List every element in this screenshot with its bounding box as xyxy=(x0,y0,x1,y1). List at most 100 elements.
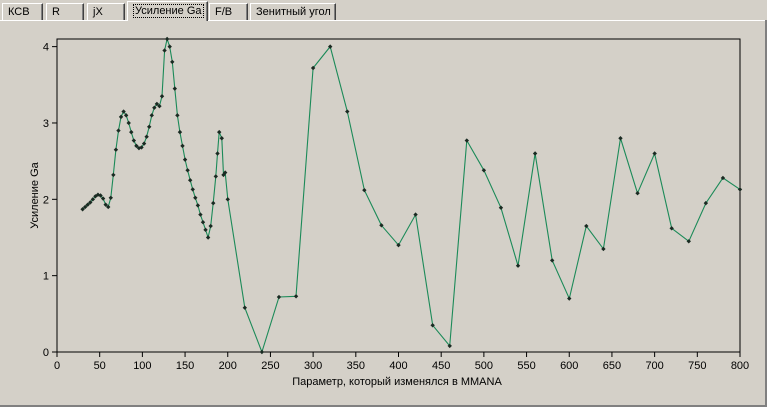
data-point xyxy=(203,227,208,233)
data-point xyxy=(310,65,316,71)
data-point xyxy=(190,187,195,192)
data-point xyxy=(652,151,657,156)
data-point xyxy=(193,195,198,200)
data-point xyxy=(259,349,265,355)
data-point xyxy=(118,114,124,120)
y-tick-label: 0 xyxy=(43,347,49,359)
tab-zenith-angle[interactable]: Зенитный угол xyxy=(250,3,336,20)
x-tick-label: 700 xyxy=(645,360,663,372)
x-tick-label: 150 xyxy=(176,360,194,372)
data-point xyxy=(737,187,743,192)
x-tick-label: 250 xyxy=(261,360,279,372)
data-point xyxy=(113,147,119,152)
data-point xyxy=(219,136,224,141)
data-point xyxy=(396,242,401,248)
x-tick-label: 50 xyxy=(94,360,106,372)
x-tick-label: 650 xyxy=(603,360,621,372)
data-point xyxy=(669,226,674,231)
data-point xyxy=(131,138,137,143)
tab-gain-ga-label: Усиление Ga xyxy=(133,4,204,18)
data-point xyxy=(430,323,435,328)
data-point xyxy=(172,86,178,91)
data-point xyxy=(177,129,183,135)
data-point xyxy=(126,120,131,126)
data-point xyxy=(205,235,211,240)
data-point xyxy=(549,258,555,263)
x-tick-label: 600 xyxy=(560,360,578,372)
tab-gain-ga[interactable]: Усиление Ga xyxy=(127,1,208,21)
data-point xyxy=(141,141,147,146)
x-tick-label: 750 xyxy=(688,360,706,372)
data-point xyxy=(175,113,180,118)
x-tick-label: 0 xyxy=(54,360,60,372)
data-point xyxy=(167,44,172,49)
y-tick-label: 4 xyxy=(43,42,49,54)
tab-fb[interactable]: F/B xyxy=(209,3,248,20)
data-point xyxy=(213,174,218,179)
data-point xyxy=(85,202,90,207)
tab-r-label: R xyxy=(52,6,60,18)
x-tick-label: 500 xyxy=(475,360,493,372)
data-point xyxy=(413,212,418,217)
data-point xyxy=(618,136,623,141)
data-point xyxy=(328,44,333,49)
x-tick-label: 300 xyxy=(304,360,322,372)
tab-fb-label: F/B xyxy=(215,6,233,18)
data-point xyxy=(481,168,487,173)
data-point xyxy=(185,168,190,173)
data-point xyxy=(80,207,85,212)
data-point xyxy=(82,204,88,210)
x-tick-label: 800 xyxy=(731,360,749,372)
data-point xyxy=(498,205,504,210)
tab-jx[interactable]: jX xyxy=(87,3,125,20)
data-point xyxy=(195,203,201,208)
data-point xyxy=(703,200,709,206)
data-point xyxy=(162,48,167,53)
data-point xyxy=(111,172,116,178)
data-point xyxy=(293,294,299,299)
y-tick-label: 3 xyxy=(43,118,49,130)
data-point xyxy=(464,138,469,143)
tab-bar: КСВ R jX Усиление Ga F/B Зенитный угол xyxy=(0,0,767,21)
data-point xyxy=(100,196,106,201)
data-point xyxy=(182,157,188,162)
data-point xyxy=(447,343,452,349)
data-point xyxy=(157,103,162,109)
data-point xyxy=(187,178,193,183)
x-tick-label: 550 xyxy=(517,360,535,372)
x-tick-label: 350 xyxy=(347,360,365,372)
data-point xyxy=(147,124,152,129)
y-axis-title: Усиление Ga xyxy=(29,161,41,228)
data-point xyxy=(208,223,213,229)
tab-swr[interactable]: КСВ xyxy=(2,3,43,20)
data-point xyxy=(116,128,121,133)
data-point xyxy=(170,59,175,65)
data-point xyxy=(98,193,103,198)
data-point xyxy=(103,202,108,207)
data-point xyxy=(180,143,185,149)
data-point xyxy=(139,145,144,150)
data-point xyxy=(225,197,230,202)
data-point xyxy=(515,263,521,268)
data-point xyxy=(222,170,228,175)
panel-border-bottom xyxy=(0,405,767,407)
data-point xyxy=(215,151,220,156)
data-point xyxy=(159,94,165,99)
data-point xyxy=(106,204,111,210)
data-point xyxy=(211,200,216,206)
data-point xyxy=(90,197,96,202)
tab-r[interactable]: R xyxy=(46,3,84,20)
x-tick-label: 100 xyxy=(133,360,151,372)
data-point xyxy=(88,200,93,205)
data-point xyxy=(720,175,726,181)
data-point xyxy=(164,36,170,42)
data-point xyxy=(567,296,572,301)
data-point xyxy=(601,246,606,252)
y-tick-label: 2 xyxy=(43,194,49,206)
data-point xyxy=(129,129,134,135)
data-point xyxy=(276,294,282,300)
data-point xyxy=(144,134,149,139)
data-point xyxy=(108,195,113,200)
x-tick-label: 400 xyxy=(389,360,407,372)
